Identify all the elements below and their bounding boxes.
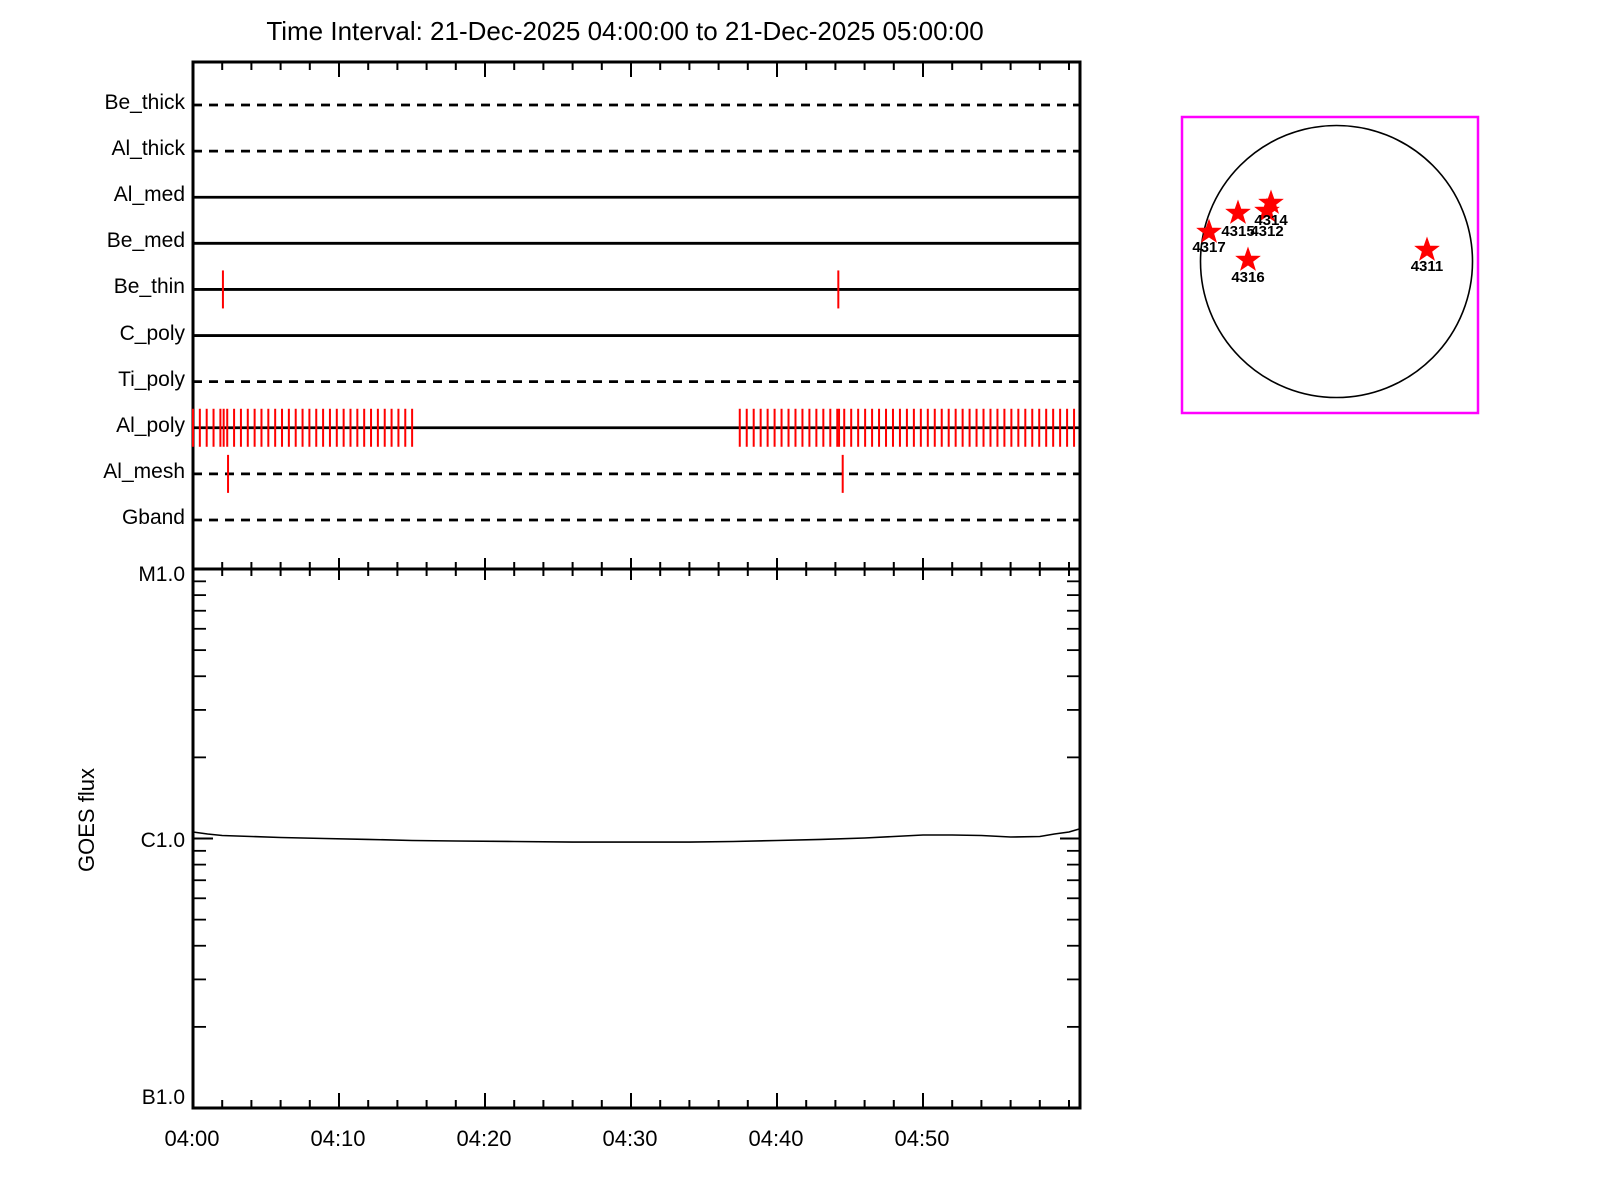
active-region-label-4316: 4316 <box>1231 269 1264 286</box>
goes-flux-curve <box>192 828 1080 843</box>
solar-limb-circle <box>1199 124 1474 399</box>
active-region-label-4314: 4314 <box>1254 212 1288 229</box>
xtick-0430: 04:30 <box>602 1126 658 1151</box>
active-region-label-4312: 4312 <box>1250 223 1283 240</box>
ytick-c1: C1.0 <box>140 829 185 852</box>
ytick-b1: B1.0 <box>141 1086 185 1109</box>
xtick-0410: 04:10 <box>310 1126 366 1151</box>
xtick-0420: 04:20 <box>456 1126 512 1151</box>
filter-label-al-poly: Al_poly <box>116 414 185 437</box>
ytick-m1: M1.0 <box>138 563 185 586</box>
xtick-0400: 04:00 <box>164 1126 220 1151</box>
filter-label-be-thin: Be_thin <box>113 275 185 298</box>
sun-map-border <box>1180 115 1480 415</box>
filter-label-al-med: Al_med <box>113 183 185 206</box>
filter-label-gband: Gband <box>121 506 185 529</box>
xtick-0440: 04:40 <box>748 1126 804 1151</box>
filter-label-c-poly: C_poly <box>119 322 185 345</box>
filter-label-be-med: Be_med <box>106 229 185 252</box>
plot-title: Time Interval: 21-Dec-2025 04:00:00 to 2… <box>266 16 984 46</box>
goes-y-axis-title: GOES flux <box>74 768 99 872</box>
active-region-star-4315 <box>1225 199 1251 224</box>
active-region-label-4311: 4311 <box>1411 258 1444 275</box>
filter-label-al-mesh: Al_mesh <box>103 460 185 483</box>
filter-label-al-thick: Al_thick <box>111 137 185 160</box>
filter-label-be-thick: Be_thick <box>104 91 185 114</box>
active-region-label-4315: 4315 <box>1221 223 1254 240</box>
filter-panel-frame <box>191 60 1082 571</box>
active-region-star-4316 <box>1235 246 1261 271</box>
active-region-star-4317 <box>1196 218 1222 243</box>
active-region-label-4317: 4317 <box>1192 239 1225 256</box>
active-region-star-4311 <box>1414 236 1440 261</box>
active-region-star-4314 <box>1258 189 1284 214</box>
filter-label-ti-poly: Ti_poly <box>118 368 185 391</box>
xtick-0450: 04:50 <box>894 1126 950 1151</box>
